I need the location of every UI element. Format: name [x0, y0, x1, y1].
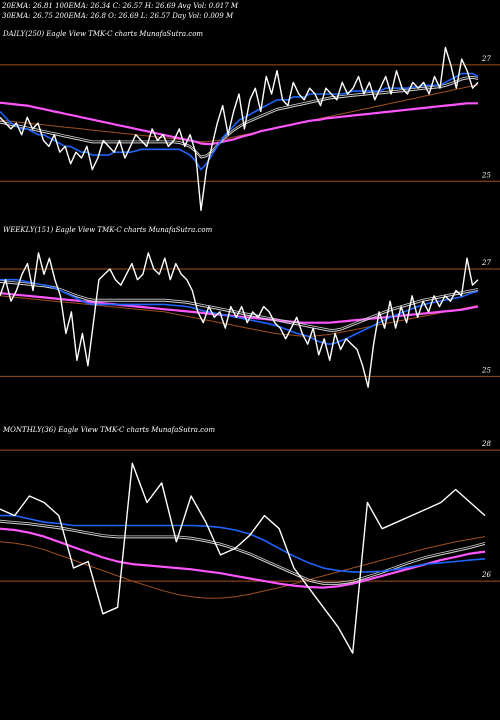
ema-mid-line — [0, 281, 479, 332]
indicator-header: 20EMA: 26.81 100EMA: 26.34 C: 26.57 H: 2… — [1, 2, 239, 20]
panel-title: DAILY(250) Eagle View TMK-C charts Munaf… — [2, 30, 203, 38]
ema-short-line — [0, 278, 479, 346]
ema-long-line — [0, 527, 486, 589]
y-tick-label: 25 — [481, 366, 491, 374]
header-row-2: 30EMA: 26.75 200EMA: 26.8 O: 26.69 L: 26… — [2, 12, 234, 20]
chart-panel-2: MONTHLY(36) Eagle View TMK-C charts Muna… — [0, 426, 500, 654]
y-tick-label: 28 — [481, 440, 491, 448]
chart-panel-1: WEEKLY(151) Eagle View TMK-C charts Muna… — [0, 226, 500, 388]
ema-mid-line-upper — [0, 75, 479, 157]
ema-200-line — [0, 84, 479, 143]
ema-short-line — [0, 514, 486, 573]
ema-200-line — [0, 536, 486, 599]
price-line — [0, 462, 486, 654]
ema-short-line — [0, 72, 479, 171]
ema-mid-line-upper — [0, 519, 486, 583]
ema-long-line — [0, 101, 478, 146]
ema-mid-line — [0, 521, 486, 585]
y-tick-label: 27 — [481, 259, 491, 267]
y-tick-label: 27 — [481, 55, 491, 63]
chart-panel-0: DAILY(250) Eagle View TMK-C charts Munaf… — [0, 30, 500, 212]
panel-title: MONTHLY(36) Eagle View TMK-C charts Muna… — [2, 426, 215, 434]
ema-mid-line — [0, 77, 479, 159]
y-tick-label: 26 — [481, 571, 491, 579]
ema-200-line — [0, 295, 479, 337]
price-line — [0, 252, 479, 388]
panel-title: WEEKLY(151) Eagle View TMK-C charts Muna… — [3, 226, 213, 234]
header-row-1: 20EMA: 26.81 100EMA: 26.34 C: 26.57 H: 2… — [1, 2, 239, 10]
price-line — [0, 46, 479, 212]
y-tick-label: 25 — [481, 171, 491, 179]
